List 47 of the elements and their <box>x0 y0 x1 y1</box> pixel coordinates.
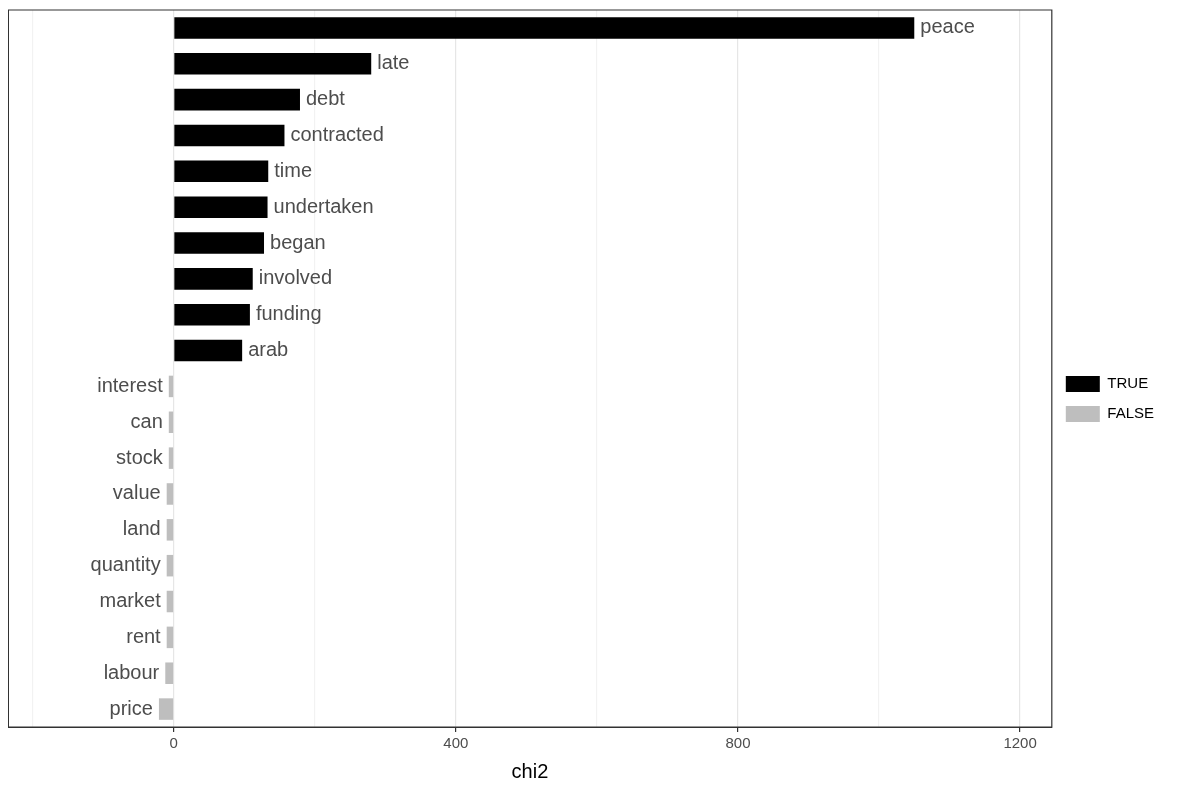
y-tick-label: price <box>109 696 153 719</box>
y-tick-label: late <box>377 51 410 74</box>
bar <box>166 626 174 649</box>
y-tick-label: involved <box>258 266 333 289</box>
bar <box>174 268 253 290</box>
bar <box>174 17 915 39</box>
y-tick-label: quantity <box>90 553 161 576</box>
y-tick-label: debt <box>305 87 346 110</box>
bar <box>166 483 174 505</box>
x-tick-label: 0 <box>169 734 178 752</box>
bar <box>174 53 372 75</box>
bar <box>174 88 300 111</box>
y-tick-label: began <box>270 230 326 253</box>
y-tick-label: rent <box>126 624 162 647</box>
y-tick-label: interest <box>97 373 164 396</box>
bar <box>166 554 174 577</box>
bar <box>168 447 174 469</box>
bar <box>174 124 285 147</box>
y-tick-label: time <box>274 158 313 181</box>
x-tick-label: 800 <box>725 734 751 752</box>
bar <box>174 196 268 218</box>
y-tick-label: peace <box>920 15 975 38</box>
y-tick-label: labour <box>103 660 160 683</box>
y-tick-label: funding <box>255 302 322 325</box>
bar <box>174 232 265 254</box>
y-tick-label: undertaken <box>273 194 374 217</box>
legend-label: TRUE <box>1107 374 1149 392</box>
y-tick-label: market <box>99 589 162 612</box>
bar <box>166 590 174 613</box>
legend-label: FALSE <box>1107 404 1155 422</box>
bar <box>158 698 174 720</box>
y-tick-label: value <box>112 481 161 504</box>
bar <box>168 375 174 398</box>
y-tick-label: arab <box>248 338 289 361</box>
x-tick-label: 400 <box>443 734 469 752</box>
bar <box>166 519 174 541</box>
bar <box>165 662 174 684</box>
bar <box>174 303 250 326</box>
bar <box>174 339 243 362</box>
x-axis-title: chi2 <box>511 759 549 782</box>
y-tick-label: contracted <box>290 122 384 145</box>
y-tick-label: can <box>130 409 163 432</box>
y-tick-label: land <box>122 517 161 540</box>
bar <box>168 411 174 434</box>
y-tick-label: stock <box>116 445 164 468</box>
bar <box>174 160 269 183</box>
x-tick-label: 1200 <box>1003 734 1037 752</box>
